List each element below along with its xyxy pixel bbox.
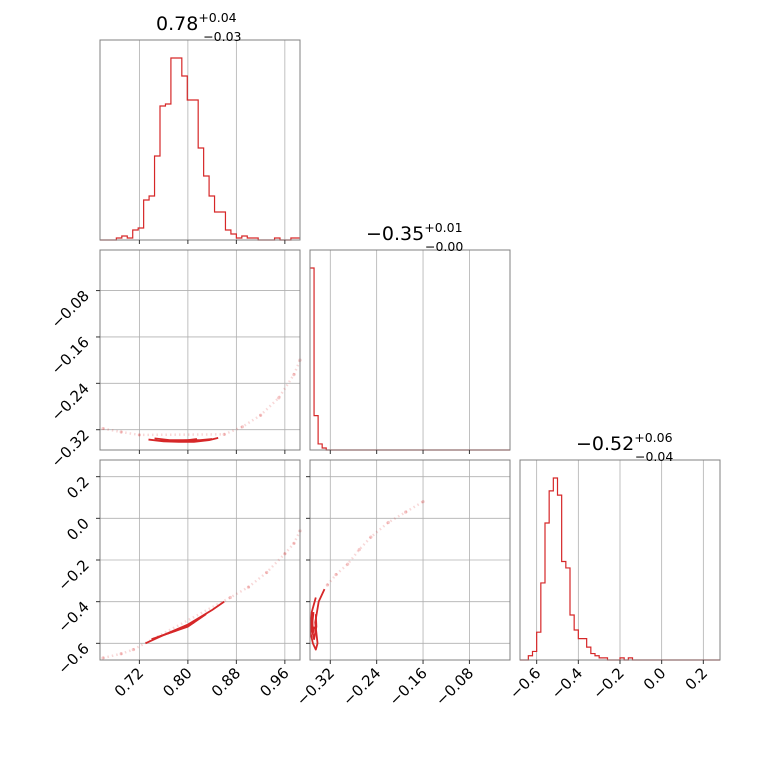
y-tick-label-2-2: −0.2 (54, 556, 92, 594)
y-tick-label-2-1: −0.4 (54, 598, 92, 636)
y-tick-label-1-0: −0.32 (48, 426, 93, 471)
contour-2-point-4 (369, 535, 373, 539)
contour-2-point-1 (334, 572, 338, 577)
contour-1-point-7 (292, 541, 296, 545)
hist-0-frame (99, 39, 301, 241)
contour-panel-1-2 (306, 459, 511, 664)
param-1-title-minus: −0.00 (425, 239, 463, 254)
contour-1-point-5 (265, 570, 269, 575)
hist-1-bars (310, 267, 510, 451)
y-tick-label-2-0: −0.6 (54, 639, 92, 677)
x-tick-label-2-1: −0.4 (548, 664, 586, 702)
contour-1-level-2 (157, 621, 195, 638)
contour-2-trail (326, 500, 424, 586)
x-tick-label-2-4: 0.2 (682, 664, 712, 694)
param-0-title-plus: +0.04 (198, 10, 236, 25)
x-tick-label-2-0: −0.6 (506, 664, 544, 702)
x-tick-label-0-0: 0.72 (111, 664, 147, 700)
contour-1-point-3 (228, 595, 232, 600)
x-tick-label-0-2: 0.88 (208, 664, 244, 700)
contour-0-point-2 (137, 433, 141, 437)
param-2-title-median: −0.52 (576, 433, 634, 455)
contour-1-point-0 (101, 656, 105, 660)
param-1-title: −0.35+0.01 (366, 220, 463, 245)
x-tick-label-1-3: −0.08 (432, 664, 477, 709)
x-tick-label-2-2: −0.2 (589, 664, 627, 702)
contour-0-point-5 (259, 413, 263, 417)
x-tick-label-0-3: 0.96 (256, 664, 292, 700)
contour-0-point-6 (277, 396, 281, 400)
histogram-panel-1 (309, 249, 511, 454)
histogram-panel-0 (99, 39, 301, 244)
y-tick-label-1-3: −0.08 (48, 287, 93, 332)
contour-2-level-0 (309, 588, 326, 651)
contour-1-trail (102, 530, 302, 660)
contour-2-point-5 (386, 520, 390, 525)
y-tick-label-1-1: −0.24 (48, 379, 93, 424)
param-2-title-minus: −0.04 (635, 449, 673, 464)
contour-0-point-0 (101, 426, 105, 431)
contour-panel-0-1 (96, 249, 302, 454)
contour-0-point-7 (292, 373, 296, 377)
param-1-title-median: −0.35 (366, 223, 424, 245)
contour-0-trail (102, 359, 302, 437)
contour-0-point-3 (222, 432, 226, 436)
contour-1-point-1 (119, 652, 123, 656)
contour-0-point-1 (119, 430, 123, 434)
x-tick-label-1-1: −0.24 (339, 664, 384, 709)
contour-1-point-6 (283, 552, 287, 556)
contour-1-point-2 (131, 647, 135, 652)
contour-2-point-0 (325, 583, 329, 587)
contour-2-point-7 (421, 500, 425, 504)
param-0-title: 0.78+0.04 (156, 10, 237, 35)
param-2-title-plus: +0.06 (634, 430, 672, 445)
y-tick-label-2-3: 0.0 (63, 514, 93, 544)
param-1-title-plus: +0.01 (424, 220, 462, 235)
y-tick-label-2-4: 0.2 (63, 473, 93, 503)
hist-0-bars (100, 57, 300, 241)
param-0-title-minus: −0.03 (203, 29, 241, 44)
histogram-panel-2 (519, 459, 721, 664)
x-tick-label-1-0: −0.32 (293, 664, 338, 709)
x-tick-label-0-1: 0.80 (159, 664, 195, 700)
y-tick-label-1-2: −0.16 (48, 333, 93, 378)
x-tick-label-1-2: −0.16 (386, 664, 431, 709)
param-0-title-median: 0.78 (156, 13, 198, 35)
param-2-title: −0.52+0.06 (576, 430, 673, 455)
contour-0-level-2 (160, 438, 198, 442)
contour-2-point-2 (346, 562, 350, 566)
contour-0-frame (99, 249, 301, 451)
contour-1-point-4 (246, 585, 251, 589)
contour-2-level-2 (311, 618, 316, 634)
contour-2-point-3 (357, 547, 361, 552)
contour-2-point-6 (404, 510, 408, 514)
x-tick-label-2-3: 0.0 (640, 664, 670, 694)
hist-1-frame (309, 249, 511, 451)
contour-panel-0-2 (96, 459, 302, 664)
contour-0-point-4 (240, 425, 245, 429)
